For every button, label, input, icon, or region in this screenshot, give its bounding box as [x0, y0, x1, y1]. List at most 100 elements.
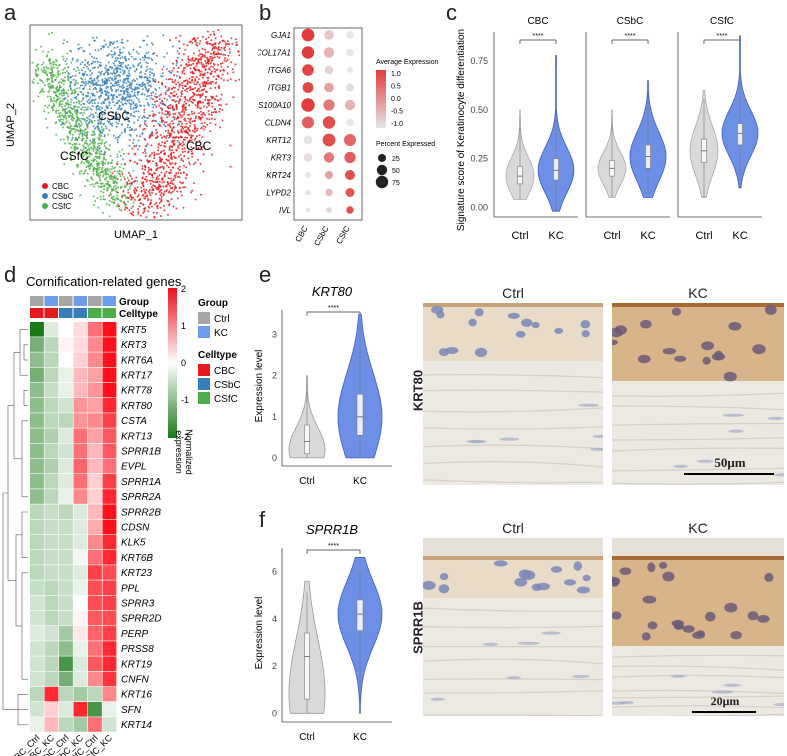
umap-point-csbc — [158, 86, 161, 89]
umap-point-cbc — [181, 136, 183, 139]
umap-point-cbc — [131, 177, 133, 180]
umap-point-csbc — [137, 98, 140, 101]
umap-point-cbc — [140, 190, 143, 193]
dotplot-size-tick: 50 — [392, 168, 400, 175]
umap-point-csbc — [133, 111, 136, 114]
umap-point-csfc — [111, 175, 114, 178]
umap-point-cbc — [207, 62, 210, 65]
umap-point-cbc — [186, 136, 189, 139]
umap-point-cbc — [123, 178, 126, 181]
umap-point-cbc — [171, 190, 174, 193]
umap-point-cbc — [197, 147, 200, 150]
umap-point-csfc — [102, 173, 105, 176]
umap-point-cbc — [162, 149, 165, 152]
umap-point-csbc — [141, 85, 144, 88]
heatmap-dendrogram-branch — [15, 534, 22, 626]
umap-point-csfc — [55, 101, 58, 104]
umap-point-csfc — [89, 167, 91, 170]
umap-point-csfc — [56, 95, 59, 98]
umap-point-csfc — [106, 182, 109, 185]
umap-point-csbc — [108, 42, 111, 45]
heatmap-cell — [59, 641, 73, 656]
umap-point-csfc — [78, 87, 81, 89]
umap-point-cbc — [126, 183, 129, 186]
umap-point-csbc — [100, 94, 103, 97]
tissue-stroma-fiber — [423, 426, 603, 430]
dotplot-dot — [301, 28, 315, 42]
umap-point-cbc — [164, 113, 167, 116]
heatmap-cell — [102, 626, 117, 641]
umap-point-csfc — [97, 149, 99, 152]
umap-point-cbc — [201, 73, 204, 76]
umap-point-csfc — [42, 61, 45, 64]
signature-bracket — [519, 39, 557, 44]
umap-point-csbc — [109, 76, 112, 79]
heatmap-cell — [59, 717, 73, 732]
umap-point-csbc — [107, 92, 110, 95]
umap-point-csbc — [138, 101, 141, 103]
umap-point-csbc — [118, 119, 121, 122]
umap-point-cbc — [176, 108, 178, 111]
umap-point-csfc — [54, 94, 57, 97]
umap-point-cbc — [188, 120, 191, 123]
umap-point-csbc — [126, 117, 129, 120]
umap-point-csbc — [121, 69, 124, 72]
umap-point-csbc — [100, 47, 102, 50]
heatmap-cell — [30, 626, 44, 641]
heatmap-cell — [73, 686, 88, 702]
umap-point-csfc — [116, 153, 119, 156]
umap-point-csbc — [110, 72, 112, 75]
umap-point-csbc — [100, 122, 102, 125]
umap-point-csfc — [49, 82, 51, 85]
umap-point-csbc — [126, 93, 129, 96]
heatmap-colorbar-tick: 2 — [181, 284, 186, 294]
dotplot-dot — [324, 82, 334, 93]
umap-point-csfc — [124, 203, 127, 206]
umap-point-cbc — [181, 131, 184, 134]
umap-point-csfc — [61, 100, 64, 103]
heatmap-cell — [59, 550, 73, 565]
umap-point-csfc — [55, 87, 58, 89]
umap-point-cbc — [152, 187, 155, 190]
umap-point-cbc — [203, 80, 206, 83]
tissue-nucleus — [642, 595, 657, 604]
umap-point-cbc — [217, 48, 220, 51]
umap-point-cbc — [174, 156, 177, 159]
umap-point-csbc — [73, 96, 76, 99]
umap-point-csbc — [146, 35, 149, 38]
heatmap-cell — [44, 641, 59, 656]
umap-point-csfc — [90, 141, 93, 144]
umap-point-csbc — [135, 144, 137, 147]
umap-point-cbc — [158, 104, 160, 107]
umap-point-cbc — [229, 165, 232, 168]
umap-point-cbc — [219, 69, 222, 72]
umap-point-csfc — [69, 82, 72, 85]
umap-point-cbc — [181, 144, 184, 147]
umap-point-csfc — [111, 200, 114, 203]
heatmap-cell — [73, 474, 88, 489]
umap-point-csfc — [127, 189, 130, 192]
heatmap-cell — [44, 702, 59, 717]
umap-point-cbc — [211, 59, 214, 62]
dotplot-colorbar-tick: -0.5 — [391, 109, 403, 116]
umap-point-csbc — [144, 120, 147, 122]
umap-point-cbc — [143, 127, 146, 130]
umap-point-cbc — [161, 100, 164, 103]
umap-point-csfc — [50, 84, 53, 87]
umap-point-csfc — [101, 139, 104, 142]
umap-point-csbc — [99, 61, 102, 64]
umap-point-csfc — [69, 124, 72, 127]
umap-point-csbc — [146, 95, 149, 98]
umap-point-csfc — [81, 137, 84, 140]
tissue-stroma-fiber — [612, 654, 784, 658]
umap-point-cbc — [144, 195, 147, 198]
heatmap-row-label: KRT13 — [121, 431, 152, 442]
umap-point-cbc — [218, 110, 221, 113]
umap-point-csbc — [166, 52, 168, 55]
umap-point-cbc — [215, 111, 218, 114]
umap-point-csbc — [178, 141, 181, 144]
umap-point-csbc — [126, 88, 129, 91]
umap-point-cbc — [152, 98, 155, 101]
umap-point-csbc — [91, 62, 94, 65]
